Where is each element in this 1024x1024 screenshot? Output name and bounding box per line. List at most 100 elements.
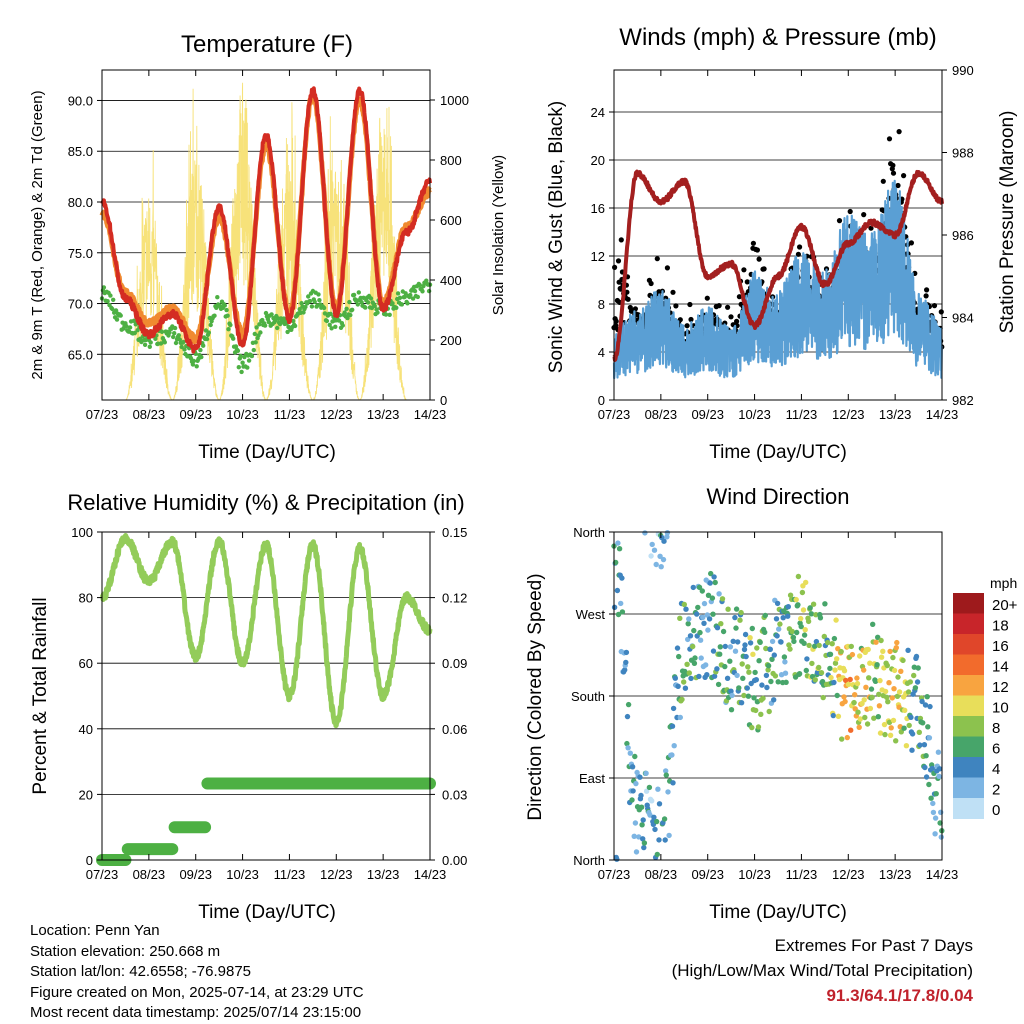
dewpoint-point xyxy=(333,324,338,329)
direction-point xyxy=(907,679,913,685)
direction-point xyxy=(921,742,928,748)
direction-point xyxy=(641,844,647,851)
direction-point xyxy=(848,643,854,650)
winds-plot-area xyxy=(611,129,945,380)
location-text: Location: Penn Yan xyxy=(30,922,160,939)
direction-point xyxy=(806,642,812,649)
direction-point xyxy=(932,815,939,821)
direction-point xyxy=(798,623,804,630)
dewpoint-point xyxy=(246,358,252,363)
dewpoint-point xyxy=(132,330,137,336)
direction-point xyxy=(684,661,690,667)
temperature-ytick-label: 65.0 xyxy=(68,347,93,362)
direction-point xyxy=(763,672,770,679)
dewpoint-point xyxy=(348,312,353,318)
legend-swatch xyxy=(953,593,984,614)
direction-point xyxy=(812,677,818,683)
direction-point xyxy=(670,705,677,712)
dewpoint-point xyxy=(242,354,247,360)
direction-point xyxy=(849,651,856,658)
dewpoint-point xyxy=(239,369,244,375)
direction-point xyxy=(861,667,867,673)
extremes-values: 91.3/64.1/17.8/0.04 xyxy=(826,986,973,1005)
direction-point xyxy=(766,708,772,715)
direction-point xyxy=(618,600,624,607)
direction-point xyxy=(664,530,671,536)
direction-point xyxy=(733,606,740,612)
legend-swatch xyxy=(953,695,984,717)
direction-point xyxy=(829,641,835,647)
gust-point xyxy=(890,170,897,176)
dewpoint-point xyxy=(361,295,366,300)
direction-point xyxy=(685,621,691,627)
direction-point xyxy=(839,736,845,742)
direction-point xyxy=(882,731,888,738)
direction-point xyxy=(747,635,753,641)
direction-point xyxy=(845,681,852,687)
direction-point xyxy=(624,713,631,720)
temperature-y2tick-label: 0 xyxy=(440,393,447,408)
direction-point xyxy=(835,713,842,719)
direction-point xyxy=(903,743,910,749)
humidity-ytick-label: 20 xyxy=(79,787,93,802)
temperature-ytick-label: 80.0 xyxy=(68,195,93,210)
direction-point xyxy=(705,592,712,598)
gust-point xyxy=(886,136,893,142)
direction-point xyxy=(925,724,931,730)
direction-xtick-label: 11/23 xyxy=(786,867,818,882)
direction-point xyxy=(701,600,708,607)
direction-point xyxy=(710,611,716,617)
direction-point xyxy=(631,833,637,839)
direction-point xyxy=(799,589,806,596)
gust-point xyxy=(615,258,622,264)
direction-point xyxy=(800,607,807,613)
dewpoint-point xyxy=(387,312,392,317)
direction-point xyxy=(758,711,764,717)
winds-y2label: Station Pressure (Maroon) xyxy=(997,111,1018,334)
winds-ytick-label: 4 xyxy=(598,345,605,360)
direction-x-ticks: 07/23 08/23 09/23 10/23 11/23 12/23 13/23 14/23 xyxy=(598,532,958,882)
direction-point xyxy=(619,609,626,615)
direction-point xyxy=(724,675,731,681)
temperature-ytick-label: 70.0 xyxy=(68,297,93,312)
direction-point xyxy=(914,679,921,685)
direction-point xyxy=(754,645,760,651)
direction-point xyxy=(717,651,723,657)
dewpoint-point xyxy=(269,312,274,317)
direction-point xyxy=(832,660,839,666)
direction-point xyxy=(902,707,908,713)
dewpoint-point xyxy=(249,353,255,359)
direction-point xyxy=(863,684,869,690)
gust-point xyxy=(687,301,693,308)
direction-point xyxy=(912,685,919,691)
gust-point xyxy=(684,323,690,329)
direction-point xyxy=(704,672,710,678)
direction-point xyxy=(771,697,777,703)
direction-point xyxy=(762,629,768,635)
dewpoint-point xyxy=(176,333,181,338)
dewpoint-point xyxy=(408,292,413,298)
dewpoint-point xyxy=(190,362,196,367)
direction-point xyxy=(789,628,795,635)
direction-point xyxy=(841,694,847,700)
direction-point xyxy=(854,680,861,687)
humidity-y2tick-label: 0.15 xyxy=(442,525,467,540)
direction-point xyxy=(697,629,703,636)
direction-point xyxy=(695,604,701,611)
dewpoint-point xyxy=(342,310,347,315)
legend-label: 16 xyxy=(992,638,1009,655)
dewpoint-point xyxy=(301,310,306,315)
direction-point xyxy=(926,781,932,788)
dewpoint-point xyxy=(394,305,399,310)
direction-point xyxy=(919,698,925,705)
direction-point xyxy=(691,660,698,666)
gust-point xyxy=(673,303,679,309)
direction-point xyxy=(716,591,722,597)
dewpoint-point xyxy=(254,325,259,330)
direction-point xyxy=(774,633,780,639)
direction-point xyxy=(733,625,739,631)
legend-label: 18 xyxy=(992,618,1009,635)
dewpoint-point xyxy=(252,331,257,337)
direction-point xyxy=(744,685,750,691)
direction-point xyxy=(906,722,912,729)
